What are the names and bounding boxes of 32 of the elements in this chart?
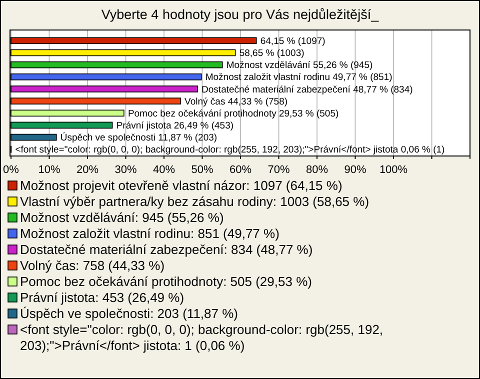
- data-label: <font style="color: rgb(0, 0, 0); background-color: rgb(255, 192, 203);">Právní</font> jistota 0,06 % (1): [15, 144, 445, 156]
- x-tick-label: 80%: [306, 164, 328, 176]
- data-label: Úspěch ve společnosti 11,87 % (203): [60, 132, 218, 144]
- x-tick-label: 30%: [114, 164, 137, 176]
- data-label: 58,65 % (1003): [239, 48, 304, 60]
- legend-label: Volný čas: 758 (44,33 %): [20, 258, 165, 273]
- x-tick-label: 40%: [152, 164, 176, 176]
- data-label: Pomoc bez očekávání protihodnoty 29,53 % (505): [128, 108, 339, 120]
- x-tick-label: 90%: [344, 164, 366, 176]
- x-tick-label: 100%: [379, 164, 408, 176]
- data-label: Možnost vzdělávání 55,26 % (945): [226, 60, 373, 72]
- legend-label: Možnost projevit otevřeně vlastní názor: 1097 (64,15 %): [20, 178, 342, 193]
- legend-label: Dostatečné materiální zabezpečení: 834 (48,77 %): [20, 242, 313, 257]
- legend-label: <font style="color: rgb(0, 0, 0); background-color: rgb(255, 192, 203);">Právní</font> jistota: 1 (0,06 %): [20, 322, 384, 353]
- x-tick-label: 20%: [76, 164, 99, 176]
- legend-label: Možnost vzdělávání: 945 (55,26 %): [20, 210, 224, 225]
- data-label: Právní jistota 26,49 % (453): [116, 120, 234, 132]
- data-label: Volný čas 44,33 % (758): [184, 96, 288, 108]
- x-tick-label: 60%: [229, 164, 252, 176]
- legend-label: Pomoc bez očekávání protihodnoty: 505 (29,53 %): [20, 274, 312, 289]
- legend-label: Právní jistota: 453 (26,49 %): [20, 290, 184, 305]
- legend-label: Úspěch ve společnosti: 203 (11,87 %): [20, 306, 238, 321]
- chart-title: Vyberte 4 hodnoty jsou pro Vás nejdůležitější_: [101, 7, 380, 22]
- data-label: Dostatečné materiální zabezpečení 48,77 % (834): [202, 84, 413, 96]
- data-label: Možnost založit vlastní rodinu 49,77 % (851): [205, 72, 392, 84]
- x-tick-label: 10%: [38, 164, 60, 176]
- data-label: 64,15 % (1097): [260, 36, 326, 47]
- x-tick-label: 70%: [268, 164, 290, 176]
- legend-label: Možnost založit vlastní rodinu: 851 (49,77 %): [20, 226, 280, 241]
- legend-label: Vlastní výběr partnera/ky bez zásahu rodiny: 1003 (58,65 %): [20, 194, 370, 209]
- x-tick-label: 0%: [3, 164, 20, 176]
- x-tick-label: 50%: [191, 164, 214, 176]
